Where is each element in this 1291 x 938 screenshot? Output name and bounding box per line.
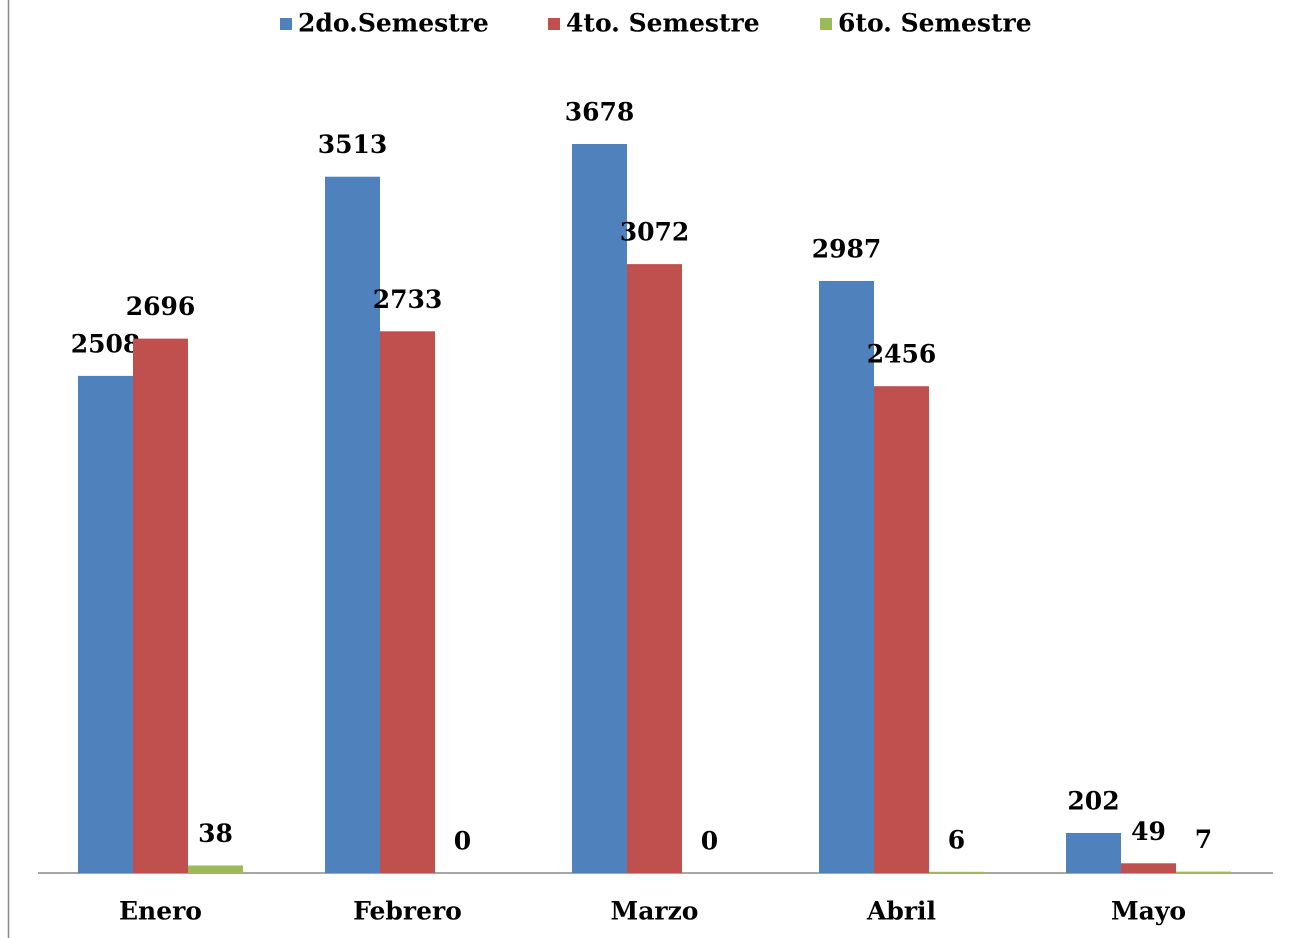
x-tick-label: Mayo: [1111, 897, 1186, 926]
x-tick-label: Febrero: [353, 897, 462, 926]
bar: [874, 386, 929, 873]
data-label: 2987: [812, 234, 882, 263]
bar: [325, 176, 380, 873]
bar: [1121, 863, 1176, 873]
bar: [929, 871, 984, 873]
legend-swatch: [820, 18, 832, 30]
bar: [188, 865, 243, 873]
data-label: 6: [948, 825, 965, 854]
data-label: 2456: [867, 340, 937, 369]
data-label: 38: [198, 819, 233, 848]
bar: [572, 144, 627, 873]
bar: [133, 338, 188, 874]
legend-label: 6to. Semestre: [838, 9, 1032, 38]
bar: [627, 264, 682, 873]
bar: [819, 280, 874, 873]
data-label: 3513: [318, 130, 388, 159]
x-tick-label: Enero: [119, 897, 202, 926]
data-label: 49: [1131, 817, 1166, 846]
data-label: 2733: [373, 285, 443, 314]
legend-label: 4to. Semestre: [566, 9, 760, 38]
x-tick-label: Marzo: [611, 897, 699, 926]
data-label: 2508: [71, 329, 141, 358]
data-label: 3678: [565, 98, 635, 127]
legend-swatch: [280, 18, 292, 30]
data-label: 7: [1195, 825, 1212, 854]
bar: [380, 331, 435, 874]
data-label: 202: [1067, 786, 1119, 815]
bar: [1066, 832, 1121, 873]
legend-swatch: [548, 18, 560, 30]
data-label: 2696: [126, 292, 196, 321]
legend-label: 2do.Semestre: [298, 9, 489, 38]
x-tick-label: Abril: [866, 897, 936, 926]
bar: [1176, 871, 1231, 873]
data-label: 0: [701, 827, 718, 856]
data-label: 0: [454, 827, 471, 856]
bar: [78, 375, 133, 873]
data-label: 3072: [620, 218, 690, 247]
